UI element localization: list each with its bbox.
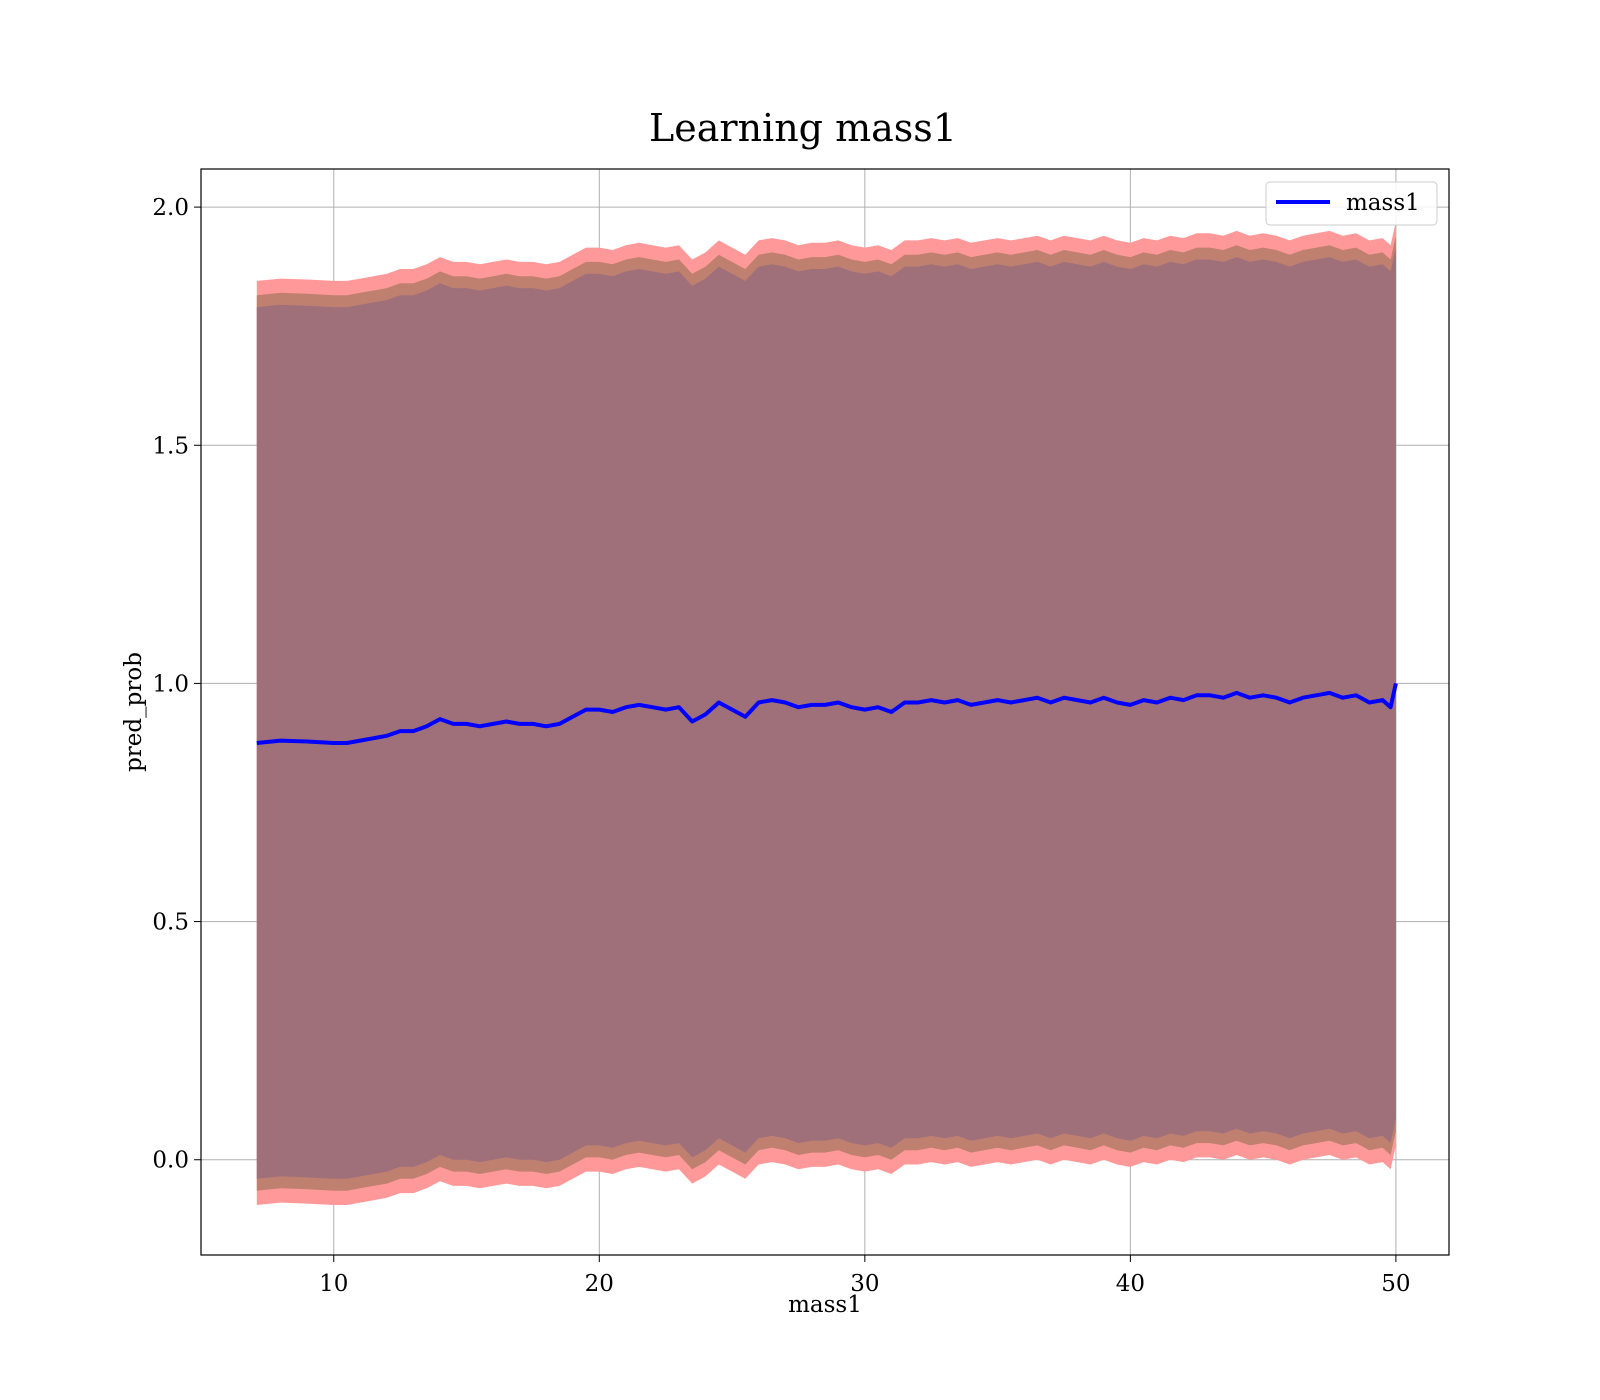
x-axis-label: mass1: [788, 1292, 862, 1318]
legend-label-mass1: mass1: [1346, 190, 1420, 216]
inner-band: [256, 247, 1396, 1179]
series-line-mass1: [256, 682, 1398, 745]
legend-box: [1265, 181, 1438, 226]
y-tick-label: 1.0: [152, 671, 189, 697]
x-tick-label: 50: [1381, 1271, 1410, 1297]
y-axis-label: pred_prob: [121, 652, 147, 772]
plot-frame: [200, 168, 1450, 1256]
y-tick-label: 2.0: [152, 195, 189, 221]
x-tick-label: 20: [585, 1271, 614, 1297]
chart-title: Learning mass1: [649, 106, 957, 150]
y-axis-ticks: 0.0 0.5 1.0 1.5 2.0: [152, 195, 201, 1174]
x-axis-ticks: 10 20 30 40 50: [319, 1255, 1411, 1297]
y-tick-label: 0.0: [152, 1148, 189, 1174]
y-tick-label: 1.5: [152, 433, 189, 459]
y-tick-label: 0.5: [152, 910, 189, 936]
x-tick-label: 30: [850, 1271, 879, 1297]
x-tick-label: 10: [319, 1271, 348, 1297]
x-tick-label: 40: [1116, 1271, 1145, 1297]
legend: mass1: [1265, 181, 1438, 226]
series-lines: [256, 682, 1398, 745]
uncertainty-bands: [256, 221, 1396, 1205]
